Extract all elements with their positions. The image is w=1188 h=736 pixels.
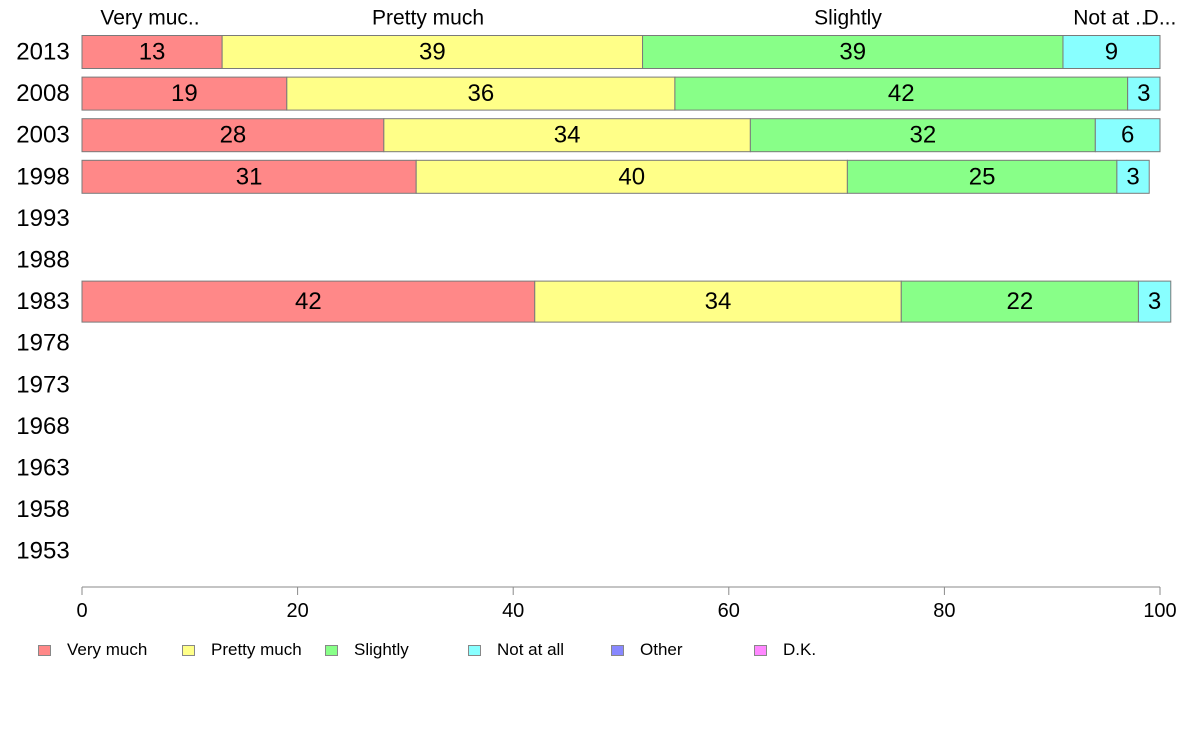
bar-segment <box>900 280 1139 323</box>
year-label: 1963 <box>16 455 69 482</box>
bar-value-label: 25 <box>969 163 996 190</box>
legend-swatch <box>182 644 195 656</box>
bar-segment <box>383 118 751 153</box>
legend-label: Other <box>640 640 683 659</box>
legend-item: Slightly <box>325 638 409 662</box>
year-label: 1988 <box>16 247 69 274</box>
bar-segment <box>642 35 1064 69</box>
bar-segment <box>81 118 385 153</box>
bar-value-label: 6 <box>1121 122 1134 149</box>
bar-segment <box>81 35 223 69</box>
bar-value-label: 42 <box>888 80 915 107</box>
bar-value-label: 31 <box>236 163 263 190</box>
bar-segment <box>1127 76 1161 111</box>
bar-value-label: 39 <box>839 39 866 66</box>
bar-value-label: 3 <box>1148 288 1161 315</box>
bar-value-label: 3 <box>1126 163 1139 190</box>
bar-segment <box>286 76 676 111</box>
top-category-label: Slightly <box>814 7 882 30</box>
bar-value-label: 34 <box>705 288 732 315</box>
year-label: 1968 <box>16 413 69 440</box>
legend-label: Pretty much <box>211 640 302 659</box>
year-label: 1983 <box>16 288 69 315</box>
legend-swatch <box>468 644 481 656</box>
bar-value-label: 3 <box>1137 80 1150 107</box>
year-label: 2003 <box>16 122 69 149</box>
legend-item: Very much <box>38 638 147 662</box>
bar-segment <box>81 280 536 323</box>
year-label: 1958 <box>16 496 69 523</box>
x-tick-label: 0 <box>76 600 87 622</box>
legend-swatch <box>38 644 51 656</box>
x-tick-label: 100 <box>1143 600 1176 622</box>
bar-value-label: 32 <box>909 122 936 149</box>
bar-segment <box>221 35 644 69</box>
bar-segment <box>674 76 1129 111</box>
chart-legend: Very much Pretty much Slightly Not at all Ot… <box>38 638 938 662</box>
legend-swatch <box>325 644 338 656</box>
year-label: 1978 <box>16 330 69 357</box>
bar-segment <box>1062 35 1161 69</box>
legend-label: Not at all <box>497 640 565 659</box>
legend-item: Not at all <box>468 638 564 662</box>
x-tick-label: 60 <box>718 600 740 622</box>
bar-value-label: 42 <box>295 288 322 315</box>
legend-item: Other <box>611 638 683 662</box>
bar-segment <box>534 280 902 323</box>
top-category-label: Not at .. <box>1073 7 1147 30</box>
bar-segment <box>81 76 288 111</box>
x-tick-label: 20 <box>286 600 308 622</box>
bar-value-label: 19 <box>171 80 198 107</box>
bar-value-label: 40 <box>618 163 645 190</box>
year-label: 2008 <box>16 80 69 107</box>
bar-value-label: 39 <box>419 39 446 66</box>
legend-item: Pretty much <box>182 638 302 662</box>
legend-swatch <box>611 644 624 656</box>
x-tick-label: 80 <box>933 600 955 622</box>
bar-value-label: 13 <box>139 39 166 66</box>
bar-segment <box>1094 118 1161 153</box>
bar-value-label: 22 <box>1007 288 1034 315</box>
bar-value-label: 28 <box>220 122 247 149</box>
legend-label: D.K. <box>783 640 817 659</box>
top-category-label: Very muc.. <box>100 7 199 30</box>
bar-segment <box>415 159 848 194</box>
year-label: 1998 <box>16 163 69 190</box>
year-label: 2013 <box>16 39 69 66</box>
legend-item: D.K. <box>754 638 816 662</box>
legend-label: Very much <box>67 640 148 659</box>
bar-segment <box>1137 280 1172 323</box>
top-category-label: D... <box>1144 7 1177 30</box>
top-category-label: Pretty much <box>372 7 484 30</box>
year-label: 1993 <box>16 205 69 232</box>
year-label: 1973 <box>16 371 69 398</box>
bar-value-label: 9 <box>1105 39 1118 66</box>
x-tick-label: 40 <box>502 600 524 622</box>
year-label: 1953 <box>16 538 69 565</box>
bar-segment <box>81 159 417 194</box>
legend-swatch <box>754 644 767 656</box>
bar-segment <box>1116 159 1150 194</box>
bar-value-label: 36 <box>468 80 495 107</box>
legend-label: Slightly <box>354 640 409 659</box>
bar-value-label: 34 <box>554 122 581 149</box>
